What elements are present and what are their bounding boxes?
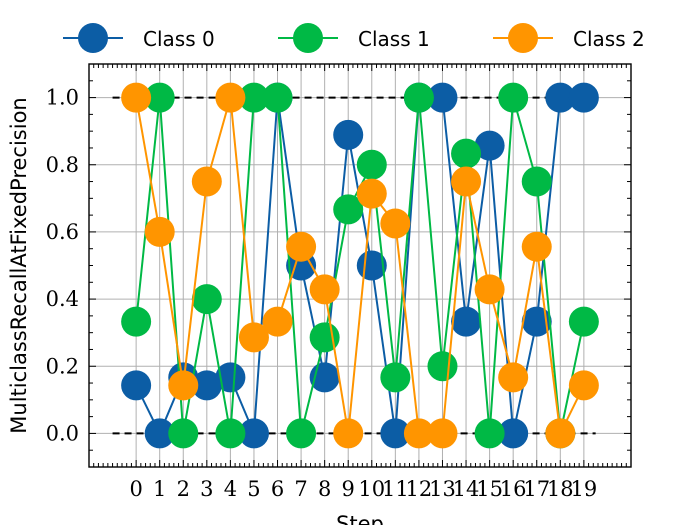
x-tick-label: 12	[406, 477, 433, 501]
x-tick-label: 16	[500, 477, 527, 501]
x-tick-label: 9	[342, 477, 355, 501]
data-point	[545, 82, 576, 113]
data-point	[356, 178, 387, 209]
data-point	[286, 418, 317, 449]
axis-ticks	[88, 63, 632, 468]
data-point	[333, 194, 364, 225]
x-tick-label: 4	[224, 477, 237, 501]
data-point	[121, 82, 152, 113]
x-tick-label: 2	[177, 477, 190, 501]
data-point	[309, 274, 340, 305]
data-point	[451, 166, 482, 197]
legend-label: Class 1	[358, 27, 430, 51]
legend-marker	[78, 23, 108, 53]
data-point	[498, 82, 529, 113]
y-tick-label: 0.8	[46, 153, 79, 177]
data-point	[380, 362, 411, 393]
data-point	[144, 216, 175, 247]
data-point	[380, 418, 411, 449]
x-tick-label: 10	[358, 477, 385, 501]
data-point	[356, 149, 387, 180]
data-point	[121, 370, 152, 401]
x-tick-label: 14	[453, 477, 480, 501]
legend-marker	[293, 23, 323, 53]
data-point	[498, 418, 529, 449]
data-point	[545, 418, 576, 449]
data-point	[403, 418, 434, 449]
x-tick-label: 13	[429, 477, 456, 501]
tick-labels: 0.00.20.40.60.81.00 1 2 3 4 5 6 7 8 9 101112131415…	[46, 86, 598, 501]
data-point	[168, 370, 199, 401]
data-point	[121, 306, 152, 337]
series-1	[121, 82, 599, 449]
data-point	[451, 306, 482, 337]
data-point	[521, 166, 552, 197]
legend-entry: Class 2	[493, 23, 645, 53]
legend-label: Class 2	[573, 27, 645, 51]
data-point	[568, 306, 599, 337]
data-point	[568, 370, 599, 401]
data-point	[451, 138, 482, 169]
data-point	[144, 82, 175, 113]
data-point	[474, 130, 505, 161]
y-tick-label: 0.0	[46, 421, 79, 445]
data-point	[380, 208, 411, 239]
x-tick-label: 5	[247, 477, 260, 501]
data-point	[427, 351, 458, 382]
series-0	[121, 82, 599, 449]
x-tick-label: 3	[200, 477, 213, 501]
data-point	[521, 231, 552, 262]
y-axis-label: MulticlassRecallAtFixedPrecision	[7, 97, 31, 433]
series-2	[121, 82, 599, 449]
data-point	[191, 284, 222, 315]
x-axis-label: Step	[336, 512, 384, 525]
x-tick-label: 6	[271, 477, 284, 501]
data-point	[191, 166, 222, 197]
data-point	[333, 418, 364, 449]
data-point	[568, 82, 599, 113]
data-point	[238, 82, 269, 113]
data-point	[168, 418, 199, 449]
data-point	[286, 231, 317, 262]
y-tick-label: 0.4	[46, 287, 79, 311]
x-tick-label: 7	[294, 477, 307, 501]
legend-entry: Class 0	[63, 23, 215, 53]
legend-marker	[508, 23, 538, 53]
legend: Class 0 Class 1 Class 2	[63, 23, 645, 53]
x-tick-label: 15	[476, 477, 503, 501]
data-point	[427, 82, 458, 113]
x-tick-label: 8	[318, 477, 331, 501]
series-group	[121, 82, 599, 449]
data-point	[215, 362, 246, 393]
x-tick-label: 0	[129, 477, 142, 501]
data-point	[498, 362, 529, 393]
data-point	[238, 322, 269, 353]
data-point	[238, 418, 269, 449]
legend-entry: Class 1	[278, 23, 430, 53]
data-point	[262, 82, 293, 113]
y-tick-label: 0.2	[46, 354, 79, 378]
x-tick-label: 1	[153, 477, 166, 501]
x-tick-label: 18	[547, 477, 574, 501]
data-point	[144, 418, 175, 449]
data-point	[333, 119, 364, 150]
y-tick-label: 0.6	[46, 220, 79, 244]
x-tick-label: 17	[523, 477, 550, 501]
x-tick-label: 11	[382, 477, 409, 501]
x-tick-label: 19	[571, 477, 598, 501]
data-point	[191, 370, 222, 401]
data-point	[215, 418, 246, 449]
y-tick-label: 1.0	[46, 86, 79, 110]
data-point	[474, 274, 505, 305]
data-point	[474, 418, 505, 449]
data-point	[262, 306, 293, 337]
data-point	[215, 82, 246, 113]
legend-label: Class 0	[143, 27, 215, 51]
data-point	[427, 418, 458, 449]
data-point	[403, 82, 434, 113]
